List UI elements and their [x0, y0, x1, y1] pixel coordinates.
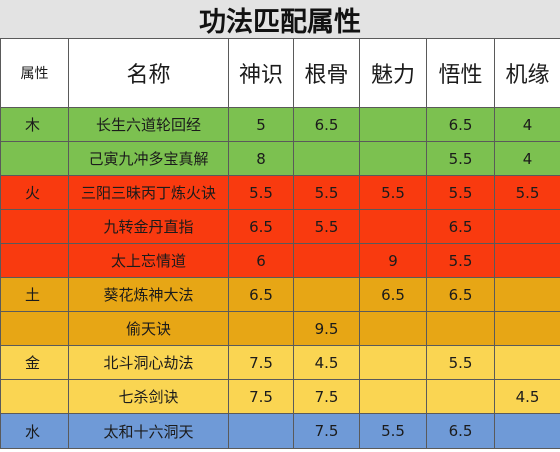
shenshi-cell	[228, 413, 294, 449]
page-title: 功法匹配属性	[0, 0, 560, 38]
skill-name-cell: 三阳三昧丙丁炼火诀	[68, 175, 229, 210]
skill-name-cell: 太和十六洞天	[68, 413, 229, 449]
shenshi-cell: 6	[228, 243, 294, 278]
shenshi-cell: 6.5	[228, 277, 294, 312]
attribute-cell	[0, 209, 69, 244]
jiyuan-cell	[494, 277, 560, 312]
table-row: 火三阳三昧丙丁炼火诀 5.5 5.5 5.5 5.5 5.5	[0, 175, 560, 210]
gengu-cell: 9.5	[293, 311, 360, 346]
gengu-cell: 5.5	[293, 175, 360, 210]
gengu-cell: 5.5	[293, 209, 360, 244]
header-name: 名称	[68, 38, 229, 108]
header-shenshi: 神识	[228, 38, 294, 108]
skill-name-cell: 葵花炼神大法	[68, 277, 229, 312]
header-meili: 魅力	[359, 38, 427, 108]
meili-cell: 5.5	[359, 175, 427, 210]
gengu-cell	[293, 141, 360, 176]
jiyuan-cell: 4	[494, 107, 560, 142]
attribute-cell: 土	[0, 277, 69, 312]
attribute-cell	[0, 141, 69, 176]
attribute-cell	[0, 243, 69, 278]
header-jiyuan: 机缘	[494, 38, 560, 108]
gengu-cell	[293, 243, 360, 278]
meili-cell	[359, 311, 427, 346]
wuxing-cell: 5.5	[426, 175, 495, 210]
jiyuan-cell	[494, 413, 560, 449]
meili-cell	[359, 209, 427, 244]
attribute-cell: 金	[0, 345, 69, 380]
skill-name-cell: 太上忘情道	[68, 243, 229, 278]
gengu-cell: 7.5	[293, 413, 360, 449]
shenshi-cell: 5	[228, 107, 294, 142]
attribute-cell: 水	[0, 413, 69, 449]
wuxing-cell: 5.5	[426, 243, 495, 278]
skill-attribute-table: 属性 名称 神识 根骨 魅力 悟性 机缘 木长生六道轮回经 5 6.5 6.5 4 己寅九…	[0, 38, 560, 449]
shenshi-cell: 7.5	[228, 379, 294, 414]
jiyuan-cell	[494, 345, 560, 380]
table-row: 偷天诀 9.5	[0, 311, 560, 346]
wuxing-cell: 6.5	[426, 209, 495, 244]
gengu-cell: 7.5	[293, 379, 360, 414]
jiyuan-cell: 4.5	[494, 379, 560, 414]
shenshi-cell	[228, 311, 294, 346]
jiyuan-cell: 5.5	[494, 175, 560, 210]
jiyuan-cell: 4	[494, 141, 560, 176]
header-wuxing: 悟性	[426, 38, 495, 108]
attribute-cell	[0, 379, 69, 414]
shenshi-cell: 7.5	[228, 345, 294, 380]
wuxing-cell	[426, 379, 495, 414]
meili-cell	[359, 379, 427, 414]
header-attribute: 属性	[0, 38, 69, 108]
wuxing-cell: 6.5	[426, 107, 495, 142]
shenshi-cell: 6.5	[228, 209, 294, 244]
skill-name-cell: 九转金丹直指	[68, 209, 229, 244]
table-row: 土葵花炼神大法 6.5 6.5 6.5	[0, 277, 560, 312]
skill-name-cell: 偷天诀	[68, 311, 229, 346]
wuxing-cell: 6.5	[426, 277, 495, 312]
gengu-cell: 6.5	[293, 107, 360, 142]
gengu-cell: 4.5	[293, 345, 360, 380]
table-row: 金北斗洞心劫法 7.5 4.5 5.5	[0, 345, 560, 380]
skill-name-cell: 己寅九冲多宝真解	[68, 141, 229, 176]
attribute-cell: 木	[0, 107, 69, 142]
skill-name-cell: 七杀剑诀	[68, 379, 229, 414]
meili-cell: 9	[359, 243, 427, 278]
meili-cell: 5.5	[359, 413, 427, 449]
table-row: 木长生六道轮回经 5 6.5 6.5 4	[0, 107, 560, 142]
wuxing-cell: 6.5	[426, 413, 495, 449]
skill-name-cell: 长生六道轮回经	[68, 107, 229, 142]
attribute-cell: 火	[0, 175, 69, 210]
header-gengu: 根骨	[293, 38, 360, 108]
wuxing-cell: 5.5	[426, 345, 495, 380]
jiyuan-cell	[494, 311, 560, 346]
jiyuan-cell	[494, 243, 560, 278]
table-row: 己寅九冲多宝真解 8 5.5 4	[0, 141, 560, 176]
meili-cell: 6.5	[359, 277, 427, 312]
shenshi-cell: 8	[228, 141, 294, 176]
wuxing-cell: 5.5	[426, 141, 495, 176]
table-row: 太上忘情道 6 9 5.5	[0, 243, 560, 278]
meili-cell	[359, 141, 427, 176]
wuxing-cell	[426, 311, 495, 346]
skill-name-cell: 北斗洞心劫法	[68, 345, 229, 380]
attribute-cell	[0, 311, 69, 346]
table-row: 水太和十六洞天 7.5 5.5 6.5	[0, 413, 560, 449]
meili-cell	[359, 345, 427, 380]
gengu-cell	[293, 277, 360, 312]
table-row: 九转金丹直指 6.5 5.5 6.5	[0, 209, 560, 244]
meili-cell	[359, 107, 427, 142]
header-row: 属性 名称 神识 根骨 魅力 悟性 机缘	[0, 38, 560, 108]
shenshi-cell: 5.5	[228, 175, 294, 210]
jiyuan-cell	[494, 209, 560, 244]
table-row: 七杀剑诀 7.5 7.5 4.5	[0, 379, 560, 414]
